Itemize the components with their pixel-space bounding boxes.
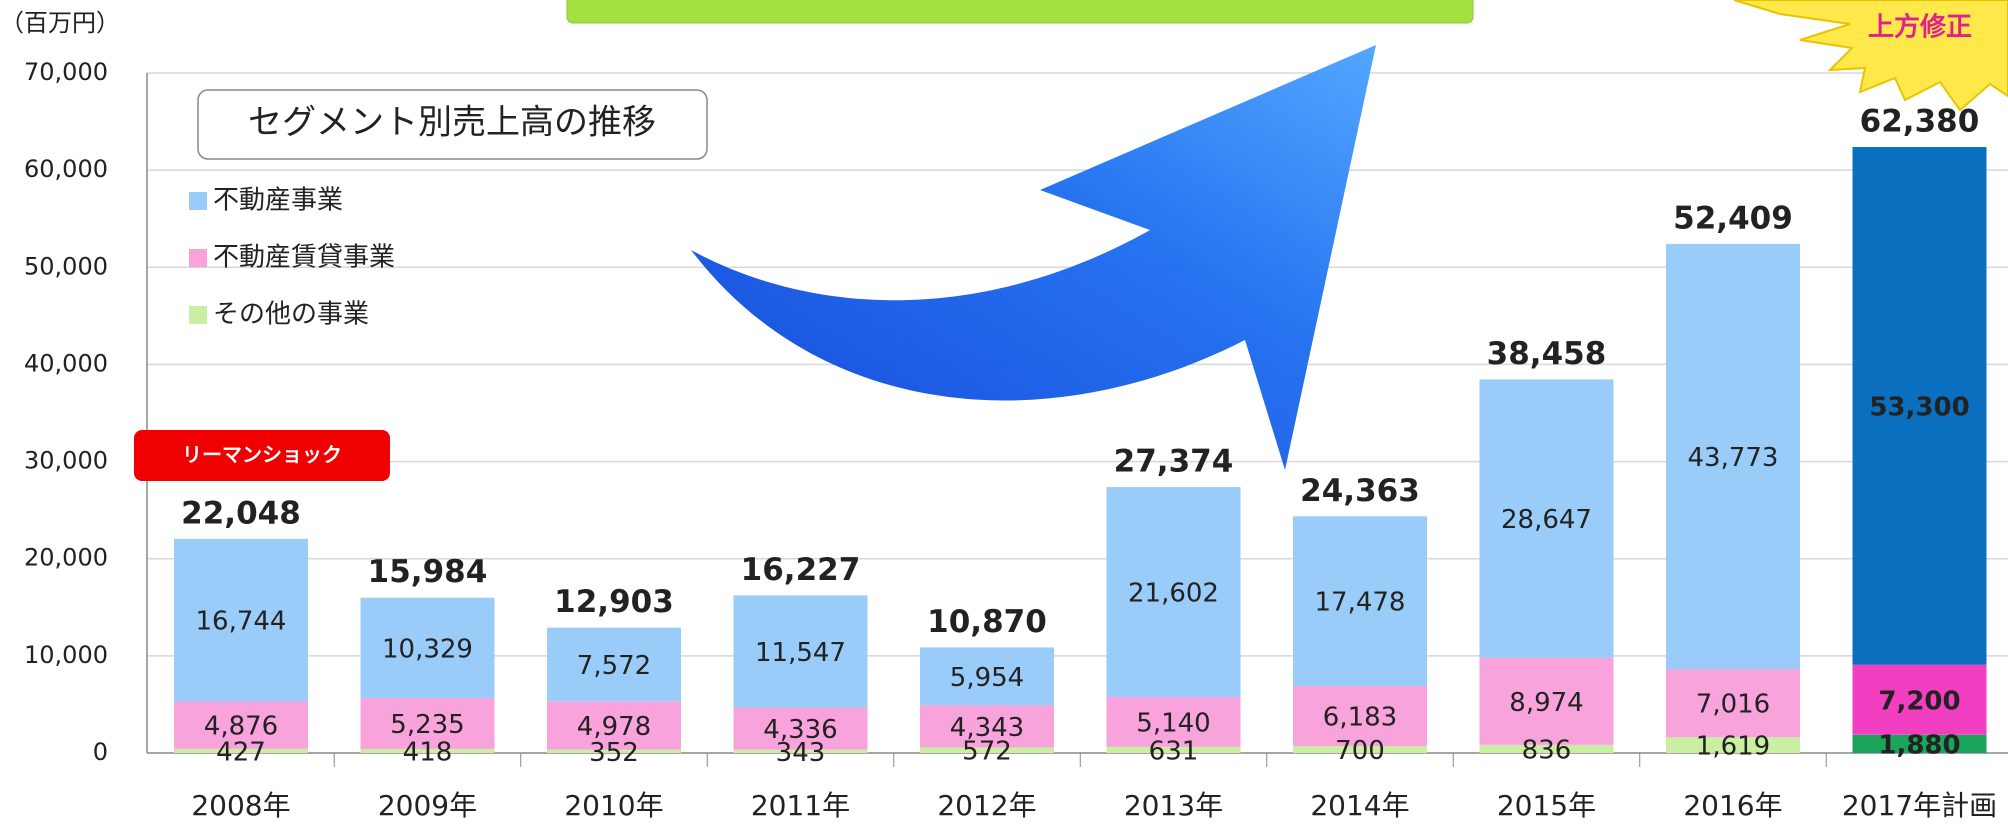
total-label: 27,374: [1114, 444, 1234, 480]
value-label: 836: [1522, 735, 1572, 765]
value-label: 6,183: [1323, 703, 1397, 733]
value-label: 17,478: [1315, 588, 1406, 618]
value-label: 5,140: [1136, 708, 1210, 738]
value-label: 4,876: [204, 712, 278, 742]
chart: 上方修正 （百万円） セグメント別売上高の推移 リーマンショック 0 10,000…: [0, 0, 2008, 820]
y-tick-label: 60,000: [24, 155, 108, 183]
banner: [567, 0, 1473, 23]
value-label: 5,235: [390, 710, 464, 740]
x-tick-label: 2016年: [1683, 789, 1782, 820]
y-tick-label: 70,000: [24, 58, 108, 86]
legend-label: 不動産事業: [213, 186, 343, 216]
unit-label: （百万円）: [0, 9, 120, 37]
value-label: 631: [1149, 736, 1199, 766]
total-label: 22,048: [181, 495, 301, 531]
y-tick-label: 20,000: [24, 544, 108, 572]
value-label: 21,602: [1128, 579, 1219, 609]
y-tick-label: 50,000: [24, 252, 108, 280]
x-tick-label: 2014年: [1310, 789, 1409, 820]
value-label: 43,773: [1688, 443, 1779, 473]
value-label: 10,329: [382, 634, 473, 664]
x-tick-label: 2011年: [751, 789, 850, 820]
total-label: 15,984: [368, 554, 488, 590]
value-label: 427: [216, 737, 266, 767]
value-label: 1,880: [1878, 730, 1960, 760]
value-label: 700: [1335, 736, 1385, 766]
legend-swatch: [189, 306, 207, 324]
total-label: 24,363: [1300, 473, 1420, 509]
value-label: 8,974: [1509, 688, 1583, 718]
x-tick-label: 2017年計画: [1842, 789, 1997, 820]
value-label: 418: [403, 737, 453, 767]
total-label: 52,409: [1673, 200, 1793, 236]
value-label: 7,572: [577, 651, 651, 681]
page: {"chart_data": {"type": "stacked-bar", "…: [0, 0, 2008, 820]
y-tick-label: 10,000: [24, 641, 108, 669]
total-label: 16,227: [741, 552, 861, 588]
legend-swatch: [189, 192, 207, 210]
value-label: 16,744: [196, 607, 287, 637]
value-label: 352: [589, 738, 639, 768]
value-label: 1,619: [1696, 732, 1770, 762]
x-tick-label: 2015年: [1497, 789, 1596, 820]
value-label: 4,343: [950, 713, 1024, 743]
trend-arrow: [691, 45, 1376, 470]
value-label: 7,200: [1878, 686, 1960, 716]
total-label: 62,380: [1860, 104, 1980, 140]
value-label: 11,547: [755, 638, 846, 668]
value-label: 28,647: [1501, 505, 1592, 535]
value-label: 53,300: [1869, 392, 1969, 422]
x-tick-label: 2008年: [191, 789, 290, 820]
legend-swatch: [189, 249, 207, 267]
badge-text: 上方修正: [1868, 12, 1972, 43]
x-tick-label: 2009年: [378, 789, 477, 820]
y-tick-label: 40,000: [24, 349, 108, 377]
x-tick-label: 2012年: [937, 789, 1036, 820]
y-tick-label: 0: [93, 738, 108, 766]
x-tick-label: 2013年: [1124, 789, 1223, 820]
value-label: 7,016: [1696, 690, 1770, 720]
legend-label: その他の事業: [213, 300, 369, 330]
value-label: 5,954: [950, 663, 1024, 693]
total-label: 10,870: [927, 604, 1047, 640]
x-tick-label: 2010年: [564, 789, 663, 820]
value-label: 4,978: [577, 712, 651, 742]
value-label: 4,336: [763, 715, 837, 745]
total-label: 38,458: [1487, 336, 1607, 372]
legend-title: セグメント別売上高の推移: [248, 103, 656, 143]
legend-label: 不動産賃貸事業: [213, 243, 395, 273]
total-label: 12,903: [554, 584, 674, 620]
annotation: リーマンショック: [182, 443, 342, 467]
y-tick-label: 30,000: [24, 447, 108, 475]
